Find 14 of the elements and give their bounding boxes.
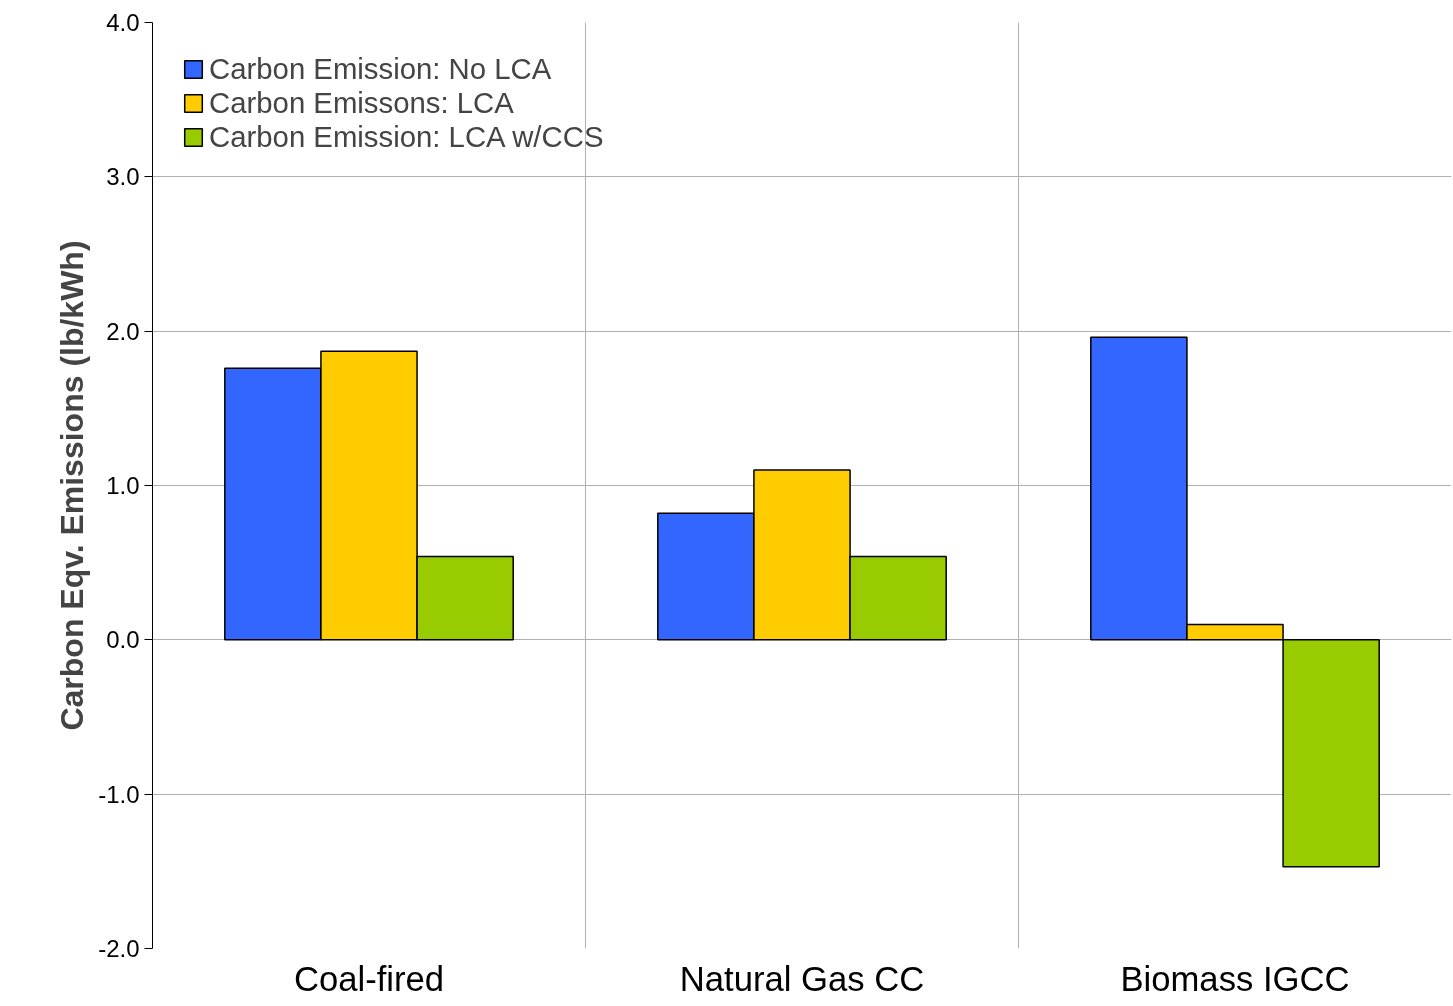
x-tick-label: Natural Gas CC [679,959,925,998]
x-tick-label: Biomass IGCC [1120,959,1350,998]
y-tick-label: -1.0 [98,780,140,808]
legend-label: Carbon Emission: LCA w/CCS [209,120,604,154]
legend-label: Carbon Emissons: LCA [209,86,514,120]
legend-label: Carbon Emission: No LCA [209,52,552,86]
y-tick-label: 4.0 [106,9,140,36]
y-tick-label: 0.0 [106,626,140,654]
y-tick-label: -2.0 [98,935,140,962]
x-tick-label: Coal-fired [293,959,445,998]
y-axis-title: Carbon Eqv. Emissions (lb/kWh) [54,240,91,731]
y-tick-label: 1.0 [106,472,140,499]
y-tick-label: 3.0 [106,163,140,191]
y-tick-label: 2.0 [106,317,140,345]
